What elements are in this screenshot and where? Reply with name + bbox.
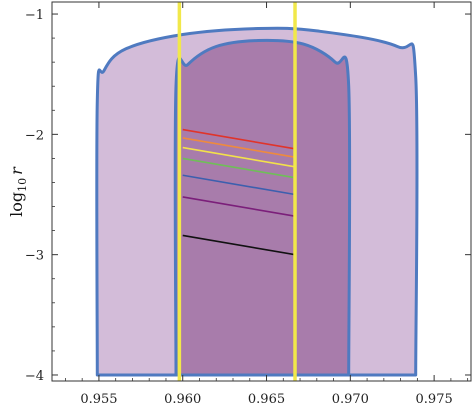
y-axis-title-var: r (7, 166, 26, 175)
y-tick-label: −2 (25, 128, 44, 143)
series-line-6 (182, 196, 296, 217)
plot-frame (51, 1, 472, 382)
series-line-4 (182, 157, 296, 179)
vertical-bound-lines (177, 2, 297, 381)
y-axis-title-base: log (7, 192, 26, 217)
x-tick-label: 0.965 (248, 392, 285, 407)
series-line-3 (182, 146, 296, 168)
series-line-5 (182, 174, 296, 196)
series-lines (182, 128, 296, 256)
y-tick-label: −4 (25, 369, 44, 384)
x-tick-label: 0.975 (416, 392, 453, 407)
x-tick-label: 0.955 (80, 392, 117, 407)
x-axis: 0.955 0.960 0.965 0.970 0.975 (65, 2, 469, 407)
x-tick-label: 0.970 (332, 392, 369, 407)
y-tick-label: −1 (25, 8, 44, 23)
y-axis-title: log10 r (7, 166, 29, 217)
y-axis-title-sub: 10 (16, 178, 29, 192)
y-axis: −4 −3 −2 −1 (25, 8, 471, 384)
region-inner (173, 38, 352, 377)
confidence-regions (95, 26, 419, 377)
x-tick-label: 0.960 (164, 392, 201, 407)
series-line-7 (182, 234, 296, 256)
series-line-1 (182, 128, 296, 150)
series-line-2 (182, 137, 296, 158)
y-tick-label: −3 (25, 249, 44, 264)
